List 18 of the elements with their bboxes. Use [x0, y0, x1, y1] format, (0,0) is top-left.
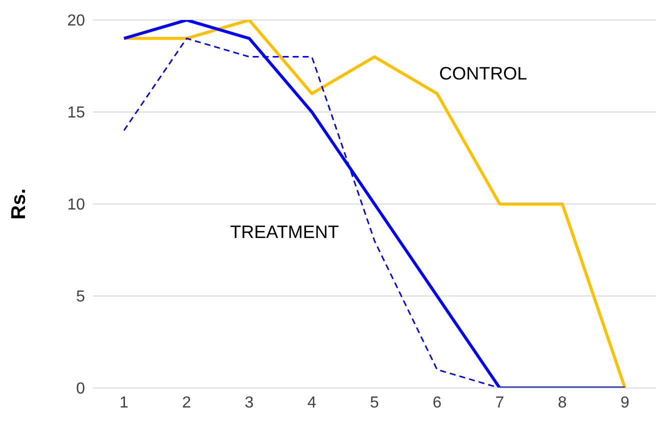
y-tick-label: 15	[67, 104, 86, 122]
y-tick-label: 5	[76, 288, 86, 306]
y-tick-label: 10	[67, 196, 86, 214]
y-tick-label: 0	[76, 380, 86, 398]
x-tick-label: 6	[432, 394, 442, 412]
x-tick-label: 4	[307, 394, 316, 412]
text: TREATMENT	[230, 222, 339, 242]
x-tick-label: 5	[370, 394, 380, 412]
y-axis-title: Rs.	[8, 188, 30, 220]
x-tick-label: 8	[558, 394, 567, 412]
x-tick-label: 3	[244, 394, 254, 412]
series-label: CONTROL	[439, 64, 528, 84]
x-tick-label: 2	[182, 394, 192, 412]
x-tick-label: 7	[495, 394, 504, 412]
x-tick-label: 1	[120, 394, 129, 412]
line-series	[122, 20, 626, 388]
x-tick-label: 9	[620, 394, 630, 412]
y-tick-label: 20	[67, 12, 86, 30]
